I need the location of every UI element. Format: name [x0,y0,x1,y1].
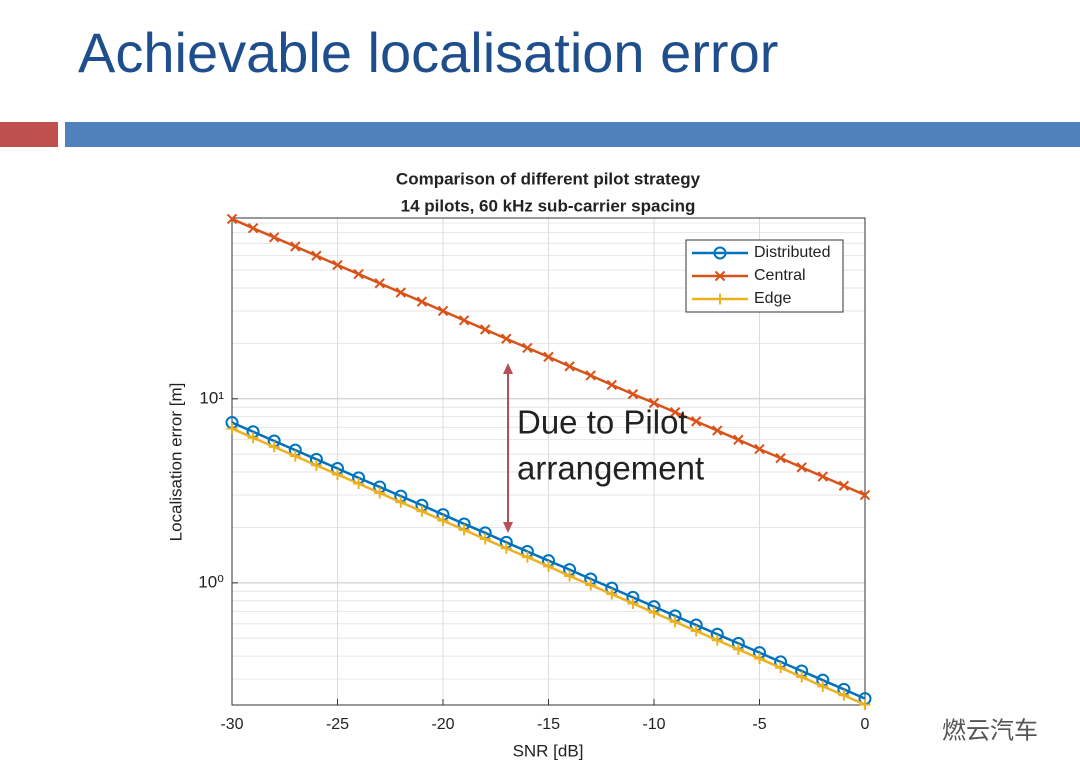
y-axis-label: Localisation error [m] [166,383,185,542]
marker [353,478,365,490]
marker [268,441,280,453]
chart-title: Comparison of different pilot strategy [396,169,701,188]
marker [838,480,850,491]
marker [311,250,322,261]
y-tick-label: 10¹ [199,388,224,407]
marker [226,213,238,225]
marker [585,370,596,381]
marker [522,342,533,354]
x-tick-label: -5 [752,716,766,733]
marker [353,268,364,280]
header-bar [65,122,1080,147]
arrow-head [503,363,513,374]
marker [458,524,470,536]
watermark: 燃云汽车 [942,717,1038,744]
marker [247,432,259,444]
marker [310,459,322,471]
arrow-head [503,522,513,533]
marker [479,324,491,335]
marker [648,397,660,409]
marker [606,379,618,391]
marker [669,407,681,418]
marker [817,471,829,482]
marker [332,468,343,480]
marker [416,296,428,307]
marker [859,489,871,501]
marker [289,450,301,462]
marker [458,315,470,326]
marker [838,689,850,701]
marker [479,533,491,545]
marker [775,662,787,674]
marker [437,305,449,317]
annotation-text: Due to Pilot [517,404,688,441]
x-tick-label: -15 [537,716,560,733]
marker [543,560,554,572]
marker [268,232,280,243]
marker [564,570,576,582]
x-tick-label: 0 [861,716,870,733]
marker [690,625,702,637]
marker [627,597,639,609]
marker [500,542,512,554]
accent-bar [0,122,58,147]
marker [796,671,808,683]
marker [714,270,726,282]
marker [775,452,786,464]
x-tick-label: -10 [642,716,665,733]
marker [713,246,727,260]
x-tick-label: -30 [220,716,243,733]
marker [712,425,723,436]
marker [374,278,385,289]
marker [395,496,407,508]
legend-label: Central [754,267,806,284]
marker [606,588,618,600]
marker [669,616,681,628]
plot-frame [231,217,866,706]
marker [817,680,829,692]
marker [290,241,301,252]
marker [501,333,512,344]
marker [754,653,765,665]
marker [711,634,723,646]
legend-label: Edge [754,290,791,307]
marker [247,222,259,234]
y-tick-label: 10⁰ [198,572,224,591]
marker [437,515,449,527]
marker [395,287,407,298]
marker [543,351,554,363]
x-tick-label: -20 [431,716,454,733]
marker [416,505,428,517]
marker [714,293,726,305]
slide-title: Achievable localisation error [78,21,778,84]
marker [332,259,343,271]
legend-label: Distributed [754,244,830,261]
x-tick-label: -25 [326,716,349,733]
marker [564,361,575,372]
marker [732,643,744,655]
x-axis-label: SNR [dB] [513,741,584,760]
annotation-text: arrangement [517,450,704,487]
marker [796,462,807,473]
marker [374,487,386,499]
marker [754,443,765,455]
marker [859,699,871,711]
legend: Distributed Central Edge [685,239,844,313]
marker [226,423,238,435]
marker [585,579,597,591]
marker [690,416,702,427]
marker [521,551,533,563]
chart-subtitle: 14 pilots, 60 kHz sub-carrier spacing [401,196,696,215]
marker [627,388,639,400]
marker [648,607,660,619]
marker [733,434,744,445]
series-line [231,421,866,700]
